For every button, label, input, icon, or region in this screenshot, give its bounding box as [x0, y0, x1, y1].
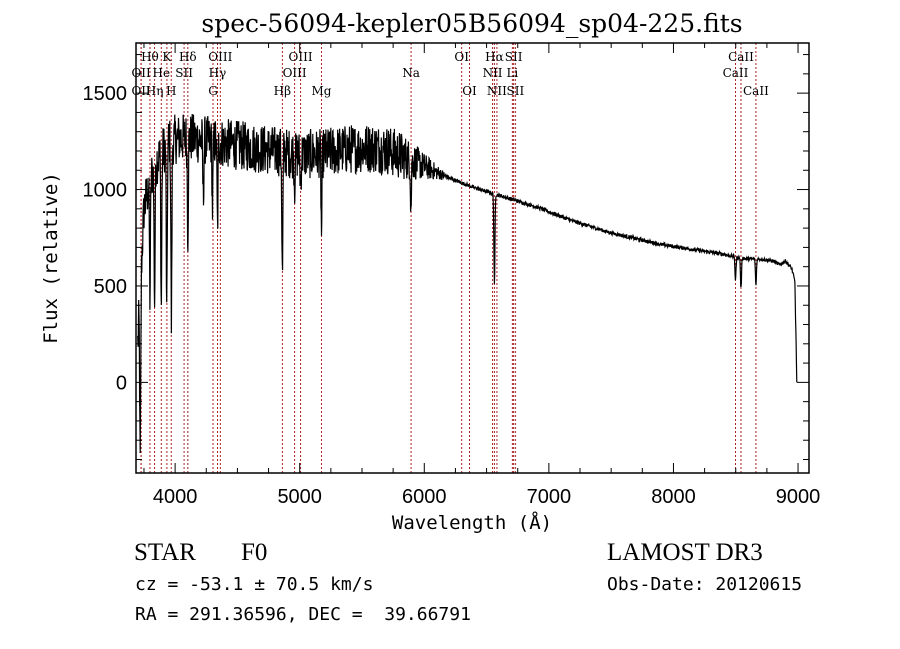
line-marker-label: He	[153, 66, 171, 80]
x-tick-labels: 4000 5000 6000 7000 8000 9000	[153, 486, 820, 508]
y-tick-label: 1000	[83, 180, 128, 202]
line-marker-label: Hα	[485, 50, 504, 64]
line-marker-labels: OⅠⅠHθOIIHηHeKHSIIHδGHγOIIIHβOIIIOIIIMgNa…	[131, 50, 769, 98]
redshift-text: cz = -53.1 ± 70.5 km/s	[135, 574, 374, 595]
y-tick-labels: 0 500 1000 1500	[83, 83, 128, 394]
line-marker-label: NII	[483, 66, 503, 80]
line-marker-label: Hδ	[179, 50, 197, 64]
line-marker-label: Hγ	[209, 66, 227, 80]
x-tick-label: 7000	[527, 486, 572, 508]
y-axis-label: Flux (relative)	[40, 172, 62, 344]
spectrum-line	[137, 113, 798, 454]
line-marker-label: Hθ	[141, 50, 159, 64]
survey-name: LAMOST DR3	[607, 539, 763, 566]
line-marker-label: Hη	[146, 84, 164, 98]
line-marker-label: SII	[505, 50, 523, 64]
line-marker-label: Na	[402, 66, 420, 80]
axis-ticks	[136, 43, 809, 473]
x-tick-label: 9000	[776, 486, 821, 508]
x-tick-label: 6000	[402, 486, 447, 508]
object-subclass: F0	[241, 539, 268, 566]
y-tick-label: 0	[116, 372, 127, 394]
line-marker-label: CaII	[723, 66, 749, 80]
line-marker-label: OIII	[283, 66, 307, 80]
line-marker-label: OI	[462, 84, 477, 98]
line-marker-label: K	[162, 50, 172, 64]
line-marker-label: OI	[454, 50, 469, 64]
line-marker-label: H	[166, 84, 176, 98]
line-marker-label: SII	[175, 66, 193, 80]
x-tick-label: 4000	[153, 486, 198, 508]
line-marker-label: Mg	[312, 84, 332, 98]
line-markers	[140, 43, 757, 473]
line-marker-label: SII	[507, 84, 525, 98]
x-axis-label: Wavelength (Å)	[392, 511, 552, 534]
chart-title: spec-56094-kepler05B56094_sp04-225.fits	[201, 9, 742, 38]
line-marker-label: Hβ	[274, 84, 291, 98]
x-tick-label: 8000	[651, 486, 696, 508]
y-tick-label: 500	[94, 276, 127, 298]
plot-frame	[135, 42, 810, 474]
line-marker-label: NII	[487, 84, 507, 98]
line-marker-label: OIII	[208, 50, 232, 64]
x-tick-label: 5000	[277, 486, 322, 508]
coordinates-text: RA = 291.36596, DEC = 39.66791	[135, 604, 471, 625]
object-class: STAR	[134, 539, 196, 566]
line-marker-label: OII	[131, 66, 151, 80]
y-tick-label: 1500	[83, 83, 128, 105]
line-marker-label: CaII	[743, 84, 769, 98]
line-marker-label: G	[208, 84, 218, 98]
line-marker-label: CaII	[728, 50, 754, 64]
spectrum-layer	[137, 113, 798, 454]
line-marker-label: OIII	[289, 50, 313, 64]
obs-date: Obs-Date: 20120615	[607, 574, 803, 595]
line-marker-label: Li	[506, 66, 518, 80]
